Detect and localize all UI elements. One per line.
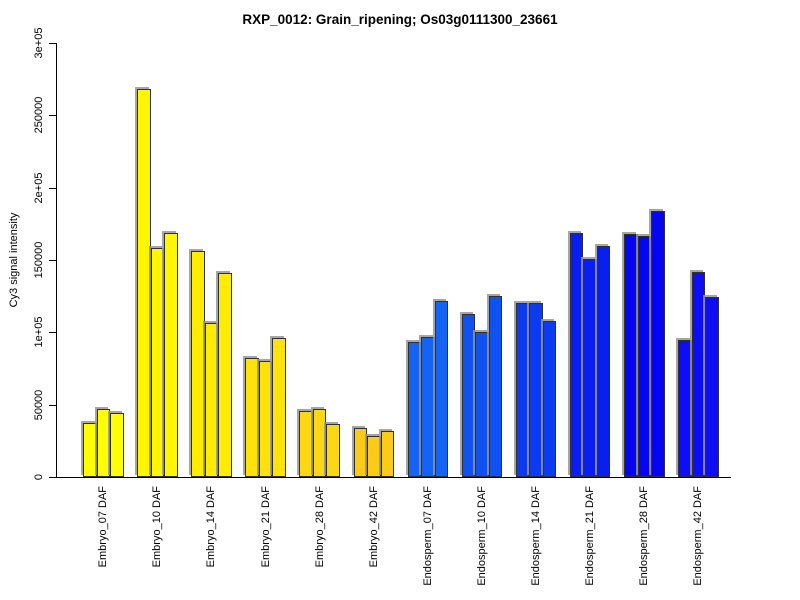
y-axis-tick	[49, 115, 56, 117]
bar-endosperm_10-daf-rep3	[488, 296, 503, 477]
bar-endosperm_28-daf-rep2	[637, 236, 651, 477]
x-axis-group-label: Embryo_28 DAF	[313, 486, 326, 568]
y-axis-tick-label: 2e+05	[33, 172, 45, 204]
y-axis-tick	[49, 332, 56, 334]
bar-embryo_07-daf-rep1	[83, 423, 97, 477]
x-axis-group-label: Embryo_14 DAF	[205, 486, 218, 568]
bar-endosperm_21-daf-rep3	[596, 246, 611, 477]
y-axis-tick	[49, 404, 56, 406]
bar-endosperm_14-daf-rep1	[515, 303, 530, 477]
y-axis-tick	[49, 43, 56, 44]
bar-embryo_10-daf-rep1	[137, 89, 151, 477]
y-axis-tick-label: 150000	[33, 241, 45, 279]
bar-embryo_42-daf-rep3	[380, 431, 394, 477]
chart-title: RXP_0012: Grain_ripening; Os03g0111300_2…	[242, 12, 558, 27]
y-axis-tick-label: 0	[33, 473, 45, 481]
bar-embryo_07-daf-rep3	[110, 413, 124, 477]
x-axis-group-label: Embryo_21 DAF	[259, 486, 272, 568]
bar-endosperm_42-daf-rep1	[678, 340, 692, 477]
bar-embryo_14-daf-rep2	[204, 323, 219, 477]
bar-endosperm_07-daf-rep3	[434, 301, 449, 477]
bar-endosperm_42-daf-rep3	[705, 297, 719, 477]
bar-endosperm_14-daf-rep3	[542, 321, 557, 477]
bar-embryo_10-daf-rep2	[150, 248, 165, 477]
x-axis-group-label: Endosperm_07 DAF	[421, 486, 434, 586]
bar-endosperm_28-daf-rep1	[624, 234, 638, 477]
y-axis-title: Cy3 signal intensity	[8, 212, 20, 308]
x-axis-group-label: Endosperm_42 DAF	[692, 486, 705, 586]
bar-endosperm_42-daf-rep2	[691, 272, 706, 477]
y-axis-tick-label: 3e+05	[33, 27, 45, 59]
bar-embryo_28-daf-rep3	[326, 424, 340, 477]
x-axis-line	[56, 477, 731, 478]
bar-embryo_42-daf-rep2	[367, 436, 381, 477]
bar-embryo_28-daf-rep2	[312, 409, 327, 477]
y-axis-tick	[49, 477, 56, 478]
bar-endosperm_10-daf-rep2	[475, 332, 489, 477]
bar-endosperm_21-daf-rep2	[583, 259, 597, 477]
y-axis-tick	[49, 187, 56, 189]
x-axis-group-label: Endosperm_28 DAF	[638, 486, 651, 586]
y-axis-tick-label: 1e+05	[33, 316, 45, 348]
bar-endosperm_07-daf-rep2	[421, 337, 435, 477]
bar-embryo_21-daf-rep2	[258, 361, 273, 477]
y-axis-tick-label: 250000	[33, 96, 45, 134]
bar-embryo_10-daf-rep3	[164, 233, 178, 477]
bar-embryo_14-daf-rep3	[218, 273, 232, 477]
bar-embryo_28-daf-rep1	[299, 411, 313, 477]
y-axis-tick	[49, 260, 56, 261]
x-axis-group-label: Embryo_42 DAF	[367, 486, 380, 568]
x-axis-group-label: Endosperm_21 DAF	[584, 486, 597, 586]
x-axis-group-label: Embryo_07 DAF	[97, 486, 110, 568]
bar-embryo_21-daf-rep3	[272, 338, 286, 477]
bar-embryo_21-daf-rep1	[245, 358, 259, 477]
bar-endosperm_21-daf-rep1	[569, 233, 584, 477]
bar-endosperm_28-daf-rep3	[651, 211, 665, 477]
bar-endosperm_10-daf-rep1	[461, 314, 476, 477]
bar-endosperm_14-daf-rep2	[529, 303, 543, 477]
x-axis-group-label: Endosperm_14 DAF	[530, 486, 543, 586]
bar-embryo_42-daf-rep1	[353, 428, 367, 477]
bar-endosperm_07-daf-rep1	[407, 342, 422, 477]
x-axis-group-label: Endosperm_10 DAF	[475, 486, 488, 586]
bar-embryo_07-daf-rep2	[96, 409, 110, 477]
y-axis-line	[56, 43, 57, 478]
y-axis-tick-label: 50000	[33, 389, 45, 420]
x-axis-group-label: Embryo_10 DAF	[151, 486, 164, 568]
bar-embryo_14-daf-rep1	[191, 251, 205, 477]
